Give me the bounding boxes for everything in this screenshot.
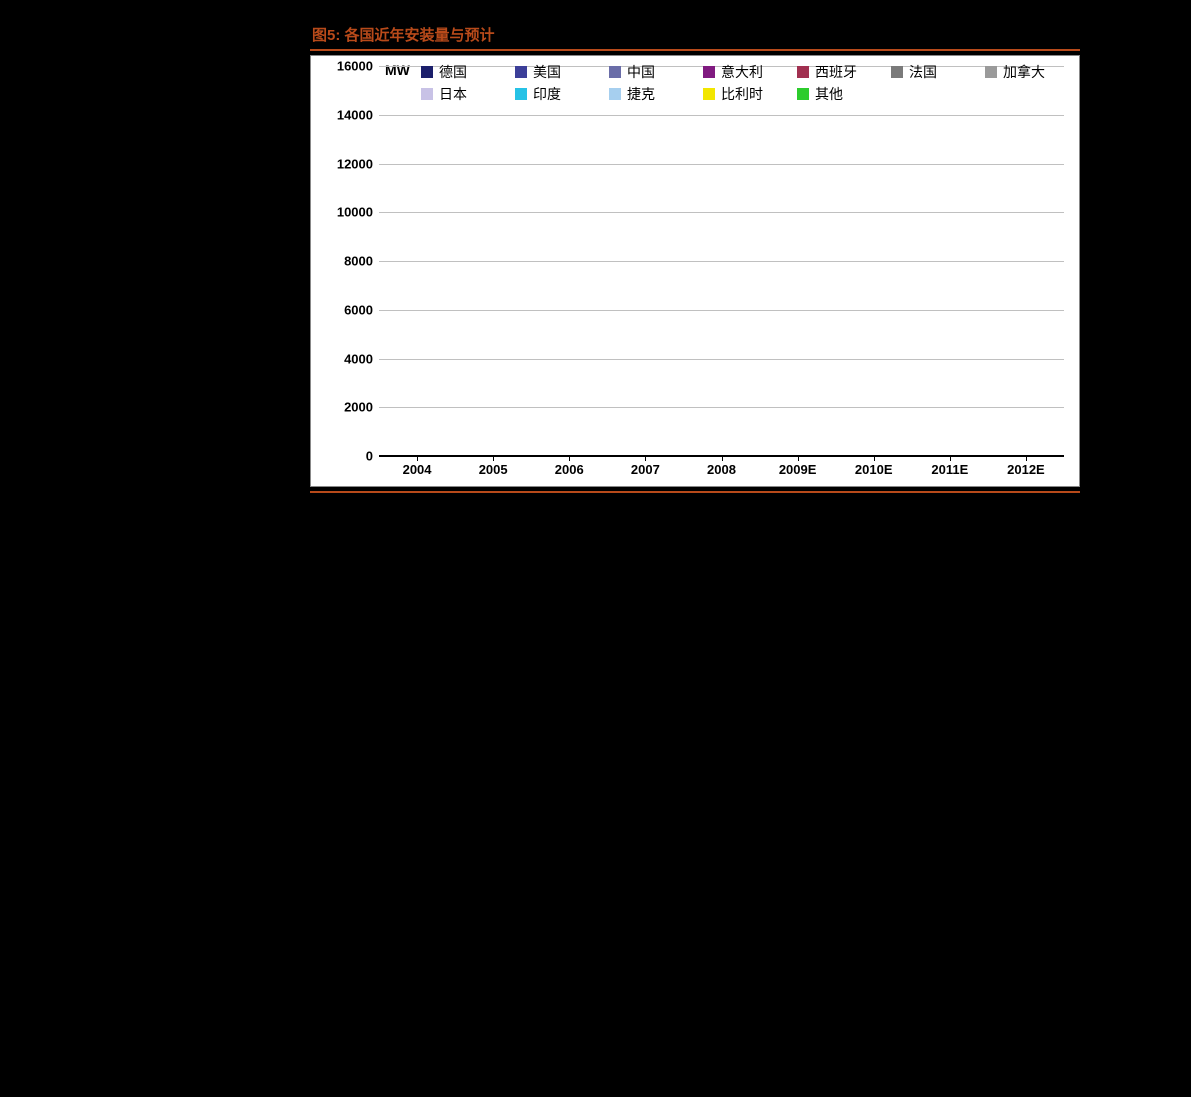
gridline <box>379 310 1064 311</box>
ytick-label: 16000 <box>319 59 373 74</box>
xtick-mark <box>1026 456 1027 461</box>
legend-item-france: 法国 <box>891 62 961 82</box>
gridline <box>379 407 1064 408</box>
xtick-mark <box>874 456 875 461</box>
xtick-label: 2012E <box>1007 462 1045 477</box>
legend-item-czech: 捷克 <box>609 84 679 104</box>
plot-area: MW 0200040006000800010000120001400016000… <box>379 66 1064 456</box>
xtick-label: 2004 <box>403 462 432 477</box>
legend-swatch <box>421 66 433 78</box>
gridline <box>379 115 1064 116</box>
legend-swatch <box>421 88 433 100</box>
legend-label: 日本 <box>439 84 467 104</box>
gridline <box>379 164 1064 165</box>
legend-item-germany: 德国 <box>421 62 491 82</box>
legend-swatch <box>985 66 997 78</box>
ytick-label: 6000 <box>319 302 373 317</box>
legend-label: 加拿大 <box>1003 62 1045 82</box>
legend-label: 西班牙 <box>815 62 857 82</box>
legend: 德国 美国 中国 意大利 西班牙 法国 加拿大日本 印度 捷克 比利时 其他 <box>421 62 1059 104</box>
legend-swatch <box>891 66 903 78</box>
ytick-label: 2000 <box>319 400 373 415</box>
gridline <box>379 212 1064 213</box>
legend-label: 比利时 <box>721 84 763 104</box>
xtick-mark <box>798 456 799 461</box>
legend-label: 捷克 <box>627 84 655 104</box>
legend-label: 法国 <box>909 62 937 82</box>
legend-swatch <box>515 66 527 78</box>
ytick-label: 14000 <box>319 107 373 122</box>
chart-container: 图5: 各国近年安装量与预计 德国 美国 中国 意大利 西班牙 法国 加拿大日本 印度 捷克 比利… <box>310 20 1080 493</box>
legend-label: 美国 <box>533 62 561 82</box>
legend-swatch <box>703 66 715 78</box>
legend-item-india: 印度 <box>515 84 585 104</box>
legend-label: 中国 <box>627 62 655 82</box>
legend-item-usa: 美国 <box>515 62 585 82</box>
xtick-label: 2010E <box>855 462 893 477</box>
legend-item-italy: 意大利 <box>703 62 773 82</box>
legend-item-other: 其他 <box>797 84 867 104</box>
legend-swatch <box>609 66 621 78</box>
gridline <box>379 261 1064 262</box>
ytick-label: 0 <box>319 449 373 464</box>
xtick-mark <box>645 456 646 461</box>
chart-title: 图5: 各国近年安装量与预计 <box>310 20 1080 51</box>
legend-swatch <box>797 88 809 100</box>
ytick-label: 12000 <box>319 156 373 171</box>
xtick-label: 2009E <box>779 462 817 477</box>
legend-item-spain: 西班牙 <box>797 62 867 82</box>
legend-swatch <box>609 88 621 100</box>
legend-item-china: 中国 <box>609 62 679 82</box>
xtick-mark <box>950 456 951 461</box>
legend-label: 其他 <box>815 84 843 104</box>
xtick-mark <box>417 456 418 461</box>
legend-item-japan: 日本 <box>421 84 491 104</box>
legend-item-belgium: 比利时 <box>703 84 773 104</box>
xtick-label: 2007 <box>631 462 660 477</box>
ytick-label: 10000 <box>319 205 373 220</box>
xtick-label: 2011E <box>931 462 968 477</box>
ytick-label: 8000 <box>319 254 373 269</box>
xtick-label: 2006 <box>555 462 584 477</box>
xtick-mark <box>569 456 570 461</box>
legend-label: 印度 <box>533 84 561 104</box>
legend-item-canada: 加拿大 <box>985 62 1055 82</box>
xtick-mark <box>722 456 723 461</box>
legend-swatch <box>703 88 715 100</box>
bottom-rule <box>310 491 1080 493</box>
gridline <box>379 359 1064 360</box>
legend-label: 德国 <box>439 62 467 82</box>
xtick-mark <box>493 456 494 461</box>
legend-swatch <box>797 66 809 78</box>
legend-swatch <box>515 88 527 100</box>
legend-label: 意大利 <box>721 62 763 82</box>
chart-box: 德国 美国 中国 意大利 西班牙 法国 加拿大日本 印度 捷克 比利时 其他 MW 02000400… <box>310 55 1080 487</box>
ytick-label: 4000 <box>319 351 373 366</box>
xtick-label: 2005 <box>479 462 508 477</box>
xtick-label: 2008 <box>707 462 736 477</box>
